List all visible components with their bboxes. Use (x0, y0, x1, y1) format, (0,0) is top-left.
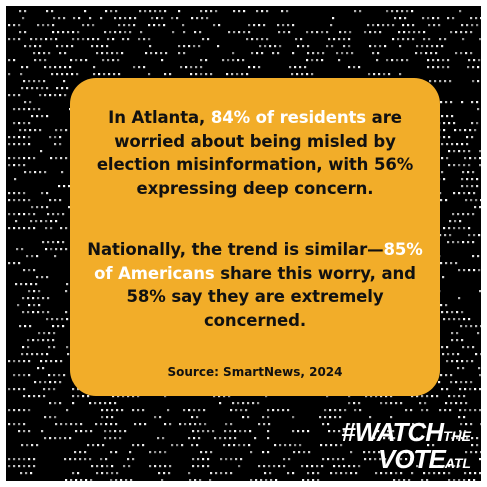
logo-line-2: VOTEATL (378, 445, 471, 477)
logo-the: THE (443, 428, 471, 444)
logo-vote: VOTE (378, 444, 446, 474)
atlanta-statistic: In Atlanta, 84% of residents are worried… (84, 106, 426, 200)
poster: In Atlanta, 84% of residents are worried… (6, 6, 481, 481)
atlanta-statistic-post: are worried about being misled by electi… (96, 108, 414, 198)
national-highlight: 85% of Americans (94, 240, 423, 283)
logo-hashtag-watch: #WATCH (341, 417, 444, 447)
national-statistic: Nationally, the trend is similar—85% of … (84, 238, 426, 332)
atlanta-highlight: 84% of residents (210, 108, 367, 127)
atlanta-statistic-pre: In Atlanta, (108, 108, 211, 127)
source-citation: Source: SmartNews, 2024 (167, 365, 343, 379)
national-statistic-pre: Nationally, the trend is similar— (87, 240, 384, 259)
statistics-card: In Atlanta, 84% of residents are worried… (70, 78, 440, 396)
watch-the-vote-atl-logo: #WATCHTHE VOTEATL (341, 418, 471, 477)
logo-atl: ATL (444, 455, 471, 471)
national-statistic-post: share this worry, and 58% say they are e… (126, 263, 416, 330)
logo-line-1: #WATCHTHE (341, 418, 471, 450)
